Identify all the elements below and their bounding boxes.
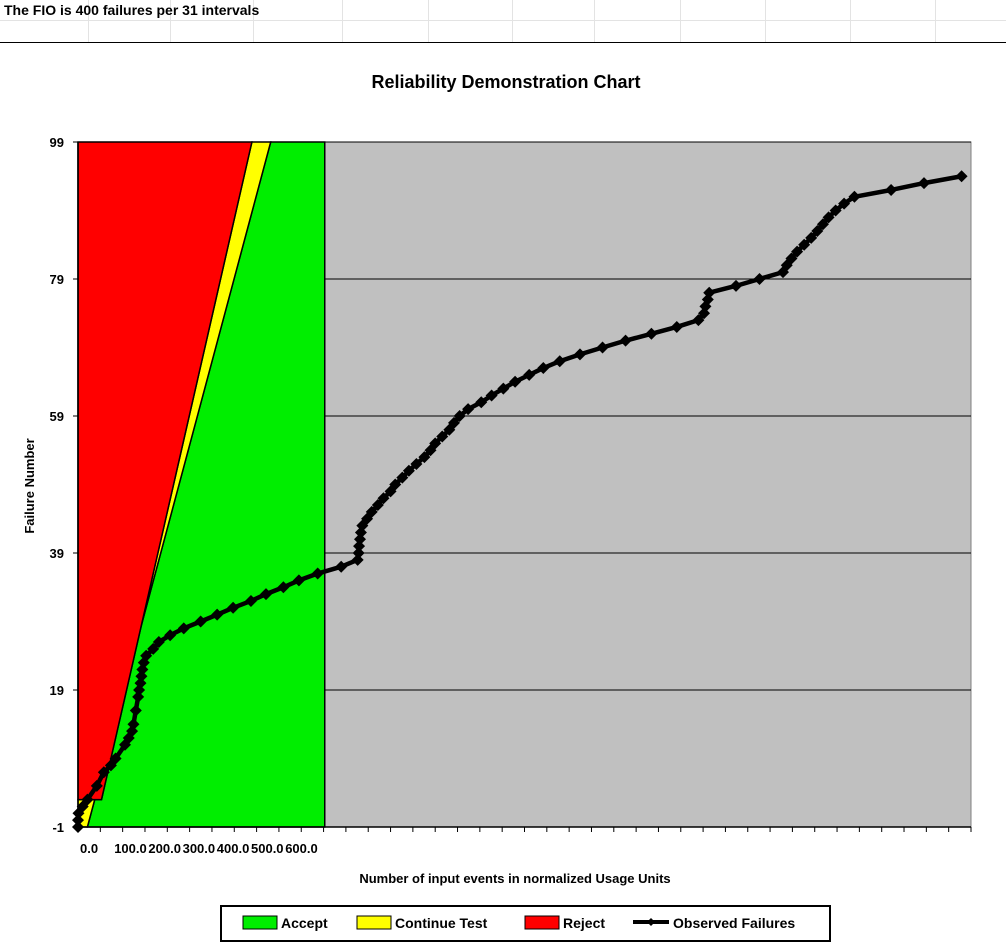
- y-tick-label: 19: [50, 683, 64, 698]
- observed-failure-point: [596, 341, 609, 354]
- observed-failure-point: [955, 170, 968, 183]
- y-tick-label: 39: [50, 546, 64, 561]
- observed-failure-point: [127, 718, 140, 731]
- observed-failure-point: [645, 327, 658, 340]
- observed-failure-point: [523, 368, 536, 381]
- observed-failure-point: [377, 492, 390, 505]
- observed-failure-point: [453, 410, 466, 422]
- observed-failure-point: [838, 197, 851, 210]
- legend: Accept Continue Test Reject Observed Fai…: [220, 905, 831, 942]
- observed-failure-point: [730, 279, 742, 292]
- observed-failure-point: [396, 471, 409, 484]
- legend-accept-swatch: [242, 915, 278, 930]
- legend-reject-swatch: [524, 915, 560, 930]
- observed-failure-point: [692, 314, 705, 327]
- legend-accept-label: Accept: [281, 915, 328, 931]
- observed-failure-point: [277, 581, 290, 594]
- observed-failure-point: [436, 430, 449, 443]
- observed-failure-point: [97, 766, 110, 779]
- x-axis-ticks: 0.0 100.0 200.0 300.0 400.0 500.0 600.0: [77, 827, 972, 856]
- observed-failure-point: [335, 560, 348, 573]
- observed-failure-point: [822, 211, 835, 224]
- observed-failure-point: [811, 225, 824, 238]
- observed-failure-point: [553, 355, 566, 368]
- x-tick-label: 0.0: [80, 841, 98, 856]
- y-tick-label: 59: [50, 409, 64, 424]
- observed-failure-point: [140, 649, 153, 662]
- legend-observed-label: Observed Failures: [673, 915, 795, 931]
- x-tick-label: 600.0: [285, 841, 318, 856]
- observed-failure-point: [352, 547, 365, 559]
- observed-failure-point: [509, 375, 522, 388]
- observed-failure-point: [537, 362, 550, 375]
- x-tick-label: 100.0: [114, 841, 147, 856]
- observed-failure-point: [816, 218, 829, 231]
- legend-reject-label: Reject: [563, 915, 605, 931]
- fio-summary-text: The FIO is 400 failures per 31 intervals: [4, 2, 260, 18]
- observed-failure-point: [72, 814, 84, 827]
- observed-failure-point: [152, 636, 165, 649]
- legend-continue-swatch: [356, 915, 392, 930]
- x-tick-label: 400.0: [217, 841, 250, 856]
- observed-failure-point: [448, 416, 460, 429]
- observed-failure-point: [81, 793, 94, 806]
- observed-failure-point: [177, 622, 190, 635]
- observed-failure-point: [389, 478, 402, 491]
- y-tick-label: -1: [52, 820, 64, 835]
- observed-failure-point: [670, 320, 683, 333]
- observed-failure-point: [311, 567, 324, 580]
- legend-continue-label: Continue Test: [395, 915, 488, 931]
- observed-failure-point: [829, 204, 842, 217]
- observed-failure-point: [227, 601, 240, 614]
- observed-failure-point: [619, 334, 632, 347]
- spreadsheet-header-row: The FIO is 400 failures per 31 intervals: [0, 0, 1006, 43]
- observed-failure-point: [497, 382, 510, 395]
- x-tick-label: 200.0: [148, 841, 181, 856]
- observed-failure-point: [848, 190, 861, 203]
- observed-failure-point: [194, 615, 207, 628]
- x-axis-label: Number of input events in normalized Usa…: [359, 871, 670, 886]
- x-tick-label: 300.0: [183, 841, 216, 856]
- observed-failure-point: [72, 821, 84, 833]
- observed-failure-point: [365, 505, 378, 518]
- y-tick-label: 99: [50, 135, 64, 150]
- observed-failure-point: [785, 252, 798, 265]
- observed-failure-point: [164, 629, 177, 642]
- y-axis-label: Failure Number: [22, 438, 37, 533]
- observed-failure-point: [791, 245, 804, 258]
- observed-failure-point: [429, 437, 442, 450]
- observed-failure-point: [260, 588, 272, 601]
- observed-failure-point: [805, 231, 818, 244]
- observed-failure-point: [90, 779, 103, 792]
- observed-failure-point: [703, 286, 716, 299]
- observed-failure-point: [147, 642, 160, 655]
- observed-failure-point: [211, 608, 224, 621]
- observed-failure-point: [885, 183, 898, 196]
- observed-failure-point: [244, 594, 257, 607]
- observed-failure-point: [109, 752, 122, 765]
- observed-failure-point: [292, 574, 305, 587]
- observed-failure-point: [475, 396, 488, 409]
- observed-failure-point: [485, 389, 498, 402]
- observed-failure-point: [753, 273, 766, 285]
- observed-failure-point: [402, 464, 415, 477]
- x-tick-label: 500.0: [251, 841, 284, 856]
- observed-failure-point: [798, 238, 811, 251]
- observed-failure-point: [418, 451, 431, 464]
- legend-series-marker: [647, 918, 655, 926]
- observed-failure-point: [573, 348, 586, 361]
- observed-failure-point: [129, 704, 142, 717]
- observed-failure-point: [371, 499, 384, 512]
- observed-failures-markers: [72, 170, 968, 833]
- observed-failure-point: [918, 177, 930, 190]
- observed-failure-point: [462, 403, 475, 416]
- chart-title: Reliability Demonstration Chart: [371, 72, 640, 92]
- y-axis-ticks: -1 19 39 59 79 99: [50, 135, 78, 835]
- observed-failure-point: [410, 457, 423, 470]
- y-tick-label: 79: [50, 272, 64, 287]
